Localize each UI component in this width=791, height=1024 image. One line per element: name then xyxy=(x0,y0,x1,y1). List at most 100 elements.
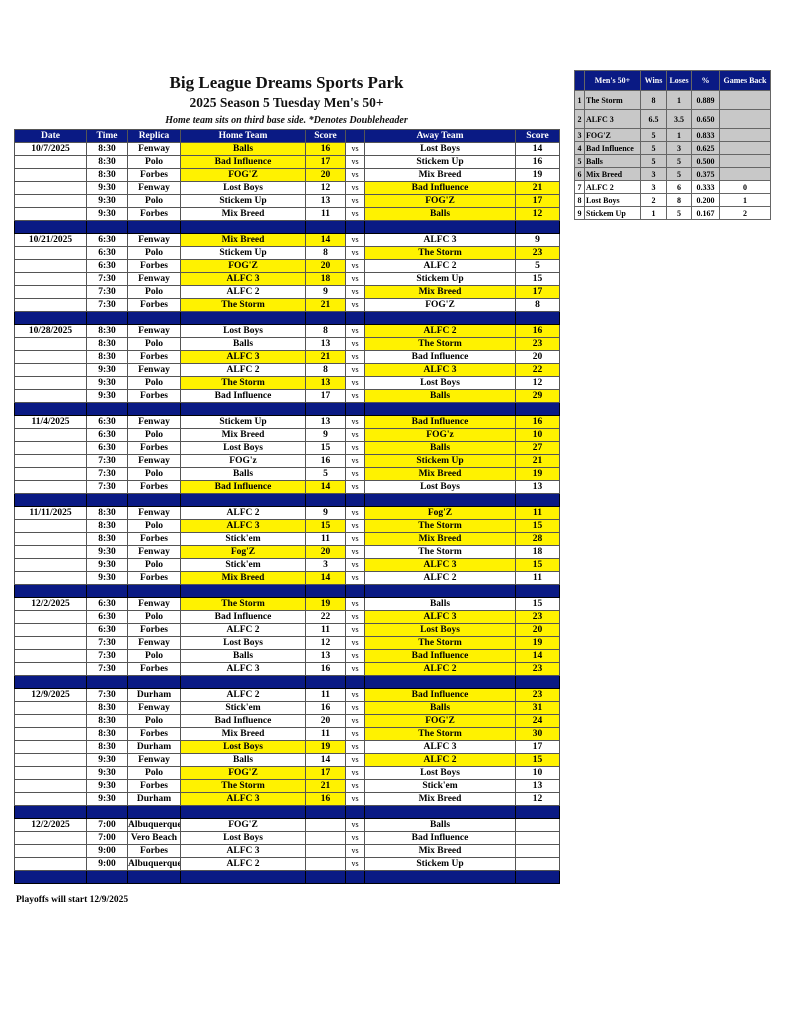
separator-cell xyxy=(86,805,128,819)
game-time: 9:30 xyxy=(86,558,128,572)
home-score: 13 xyxy=(305,194,346,208)
game-date xyxy=(14,181,87,195)
home-score xyxy=(305,857,346,871)
game-time: 9:30 xyxy=(86,376,128,390)
away-team: Stickem Up xyxy=(364,454,516,468)
away-score: 30 xyxy=(515,727,560,741)
team-games-back xyxy=(719,167,771,181)
game-time: 9:30 xyxy=(86,194,128,208)
away-team: ALFC 2 xyxy=(364,571,516,585)
separator-cell xyxy=(305,584,346,598)
vs-label: vs xyxy=(345,246,365,260)
separator-cell xyxy=(127,220,181,234)
game-field: Fenway xyxy=(127,545,181,559)
game-time: 6:30 xyxy=(86,259,128,273)
home-score: 21 xyxy=(305,779,346,793)
away-score: 16 xyxy=(515,324,560,338)
separator-cell xyxy=(86,493,128,507)
away-score: 15 xyxy=(515,753,560,767)
vs-label: vs xyxy=(345,597,365,611)
game-time: 9:30 xyxy=(86,571,128,585)
game-row: 6:30 Forbes Lost Boys 15 vs Balls 27 xyxy=(14,441,560,455)
team-rank: 9 xyxy=(574,206,585,220)
game-row: 8:30 Durham Lost Boys 19 vs ALFC 3 17 xyxy=(14,740,560,754)
game-time: 6:30 xyxy=(86,415,128,429)
team-rank: 4 xyxy=(574,141,585,155)
team-name: ALFC 2 xyxy=(584,180,641,194)
home-score: 14 xyxy=(305,233,346,247)
separator-cell xyxy=(515,493,560,507)
team-losses: 5 xyxy=(666,154,692,168)
separator-cell xyxy=(180,220,306,234)
separator-cell xyxy=(364,584,516,598)
game-row: 9:00 Forbes ALFC 3 vs Mix Breed xyxy=(14,844,560,858)
vs-label: vs xyxy=(345,571,365,585)
away-score: 19 xyxy=(515,467,560,481)
game-time: 9:30 xyxy=(86,766,128,780)
away-team: The Storm xyxy=(364,636,516,650)
team-losses: 8 xyxy=(666,193,692,207)
home-team: Bad Influence xyxy=(180,714,306,728)
home-score: 16 xyxy=(305,142,346,156)
separator-cell xyxy=(14,311,87,325)
home-team: ALFC 3 xyxy=(180,792,306,806)
home-score: 15 xyxy=(305,519,346,533)
away-score xyxy=(515,844,560,858)
home-score: 3 xyxy=(305,558,346,572)
vs-label: vs xyxy=(345,714,365,728)
game-date xyxy=(14,363,87,377)
game-time: 7:30 xyxy=(86,636,128,650)
away-team: Mix Breed xyxy=(364,844,516,858)
column-header: Score xyxy=(305,129,346,143)
game-time: 8:30 xyxy=(86,324,128,338)
home-score xyxy=(305,844,346,858)
separator-cell xyxy=(515,584,560,598)
game-field: Polo xyxy=(127,467,181,481)
home-score: 13 xyxy=(305,376,346,390)
column-header: Score xyxy=(515,129,560,143)
game-date xyxy=(14,545,87,559)
vs-label: vs xyxy=(345,467,365,481)
home-score: 17 xyxy=(305,766,346,780)
vs-label: vs xyxy=(345,181,365,195)
game-field: Fenway xyxy=(127,363,181,377)
game-row: 7:30 Forbes ALFC 3 16 vs ALFC 2 23 xyxy=(14,662,560,676)
away-team: ALFC 3 xyxy=(364,558,516,572)
home-team: Mix Breed xyxy=(180,727,306,741)
playoffs-note: Playoffs will start 12/9/2025 xyxy=(16,895,129,905)
away-team: Bad Influence xyxy=(364,350,516,364)
home-score: 19 xyxy=(305,597,346,611)
game-date: 12/9/2025 xyxy=(14,688,87,702)
week-separator xyxy=(14,675,560,689)
game-field: Fenway xyxy=(127,597,181,611)
team-wins: 6.5 xyxy=(640,109,667,129)
away-team: Lost Boys xyxy=(364,480,516,494)
team-pct: 0.375 xyxy=(691,167,720,181)
game-date xyxy=(14,558,87,572)
game-date: 12/2/2025 xyxy=(14,818,87,832)
away-score: 15 xyxy=(515,519,560,533)
standings-row: 9 Stickem Up 1 5 0.167 2 xyxy=(574,206,771,220)
team-wins: 5 xyxy=(640,128,667,142)
game-row: 9:00 Albuquerque ALFC 2 vs Stickem Up xyxy=(14,857,560,871)
home-team: Mix Breed xyxy=(180,428,306,442)
vs-label: vs xyxy=(345,545,365,559)
vs-label: vs xyxy=(345,506,365,520)
separator-cell xyxy=(180,493,306,507)
vs-label: vs xyxy=(345,207,365,221)
game-date xyxy=(14,441,87,455)
home-score: 22 xyxy=(305,610,346,624)
away-team: FOG'Z xyxy=(364,714,516,728)
separator-cell xyxy=(180,870,306,884)
home-team: Lost Boys xyxy=(180,181,306,195)
home-team: Stick'em xyxy=(180,532,306,546)
team-losses: 3 xyxy=(666,141,692,155)
separator-cell xyxy=(364,675,516,689)
away-team: ALFC 3 xyxy=(364,363,516,377)
home-score: 12 xyxy=(305,181,346,195)
game-row: 6:30 Polo Mix Breed 9 vs FOG'z 10 xyxy=(14,428,560,442)
team-pct: 0.333 xyxy=(691,180,720,194)
home-team: ALFC 3 xyxy=(180,272,306,286)
game-time: 9:30 xyxy=(86,181,128,195)
